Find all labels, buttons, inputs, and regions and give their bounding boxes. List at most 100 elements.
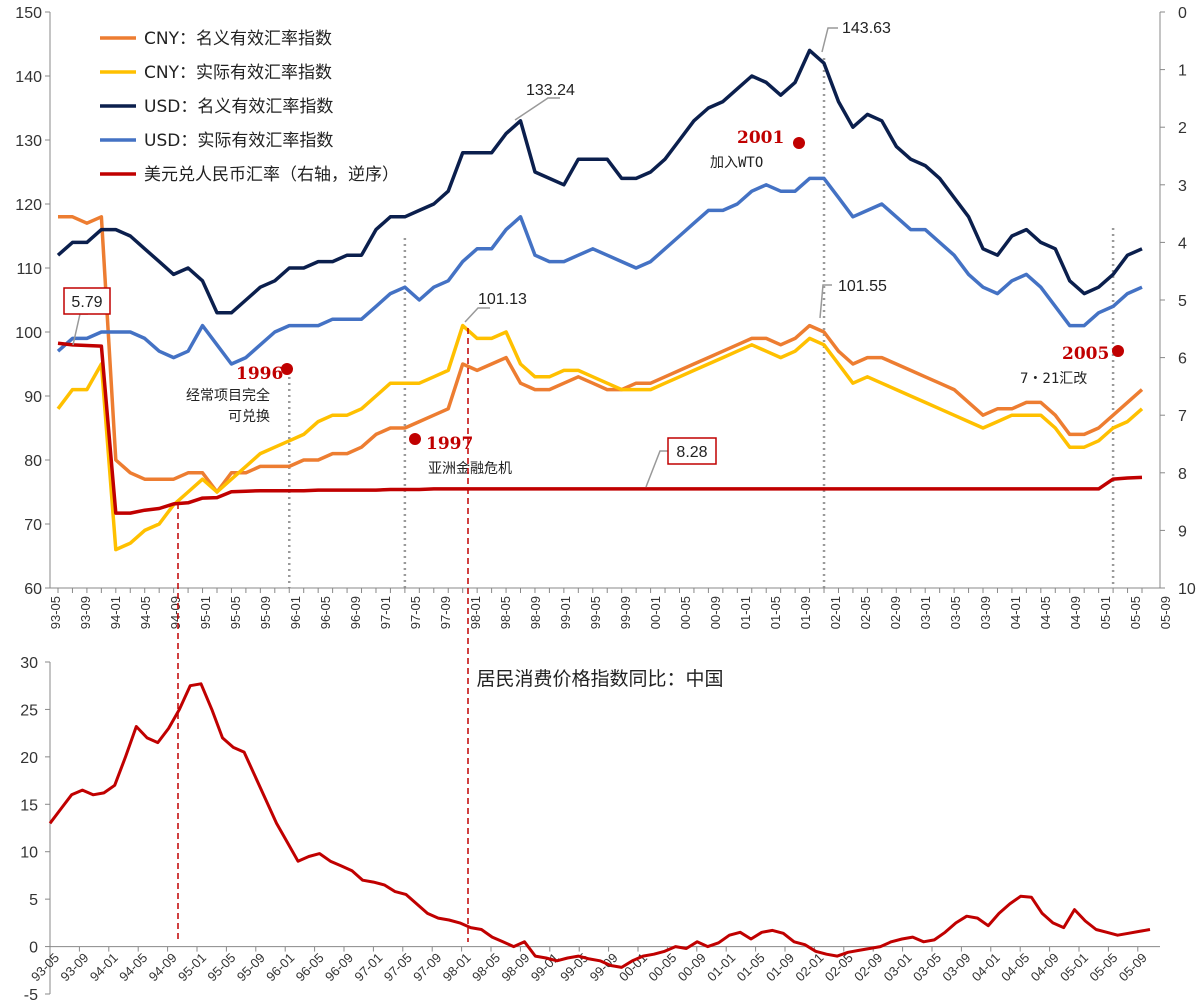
bottom-x-tick-label: 98-05	[469, 950, 503, 984]
series-line-2	[56, 48, 1143, 315]
bottom-x-tick-label: 96-09	[322, 950, 356, 984]
bottom-x-tick-label: 04-05	[998, 950, 1032, 984]
x-tick-label: 99-01	[558, 596, 573, 629]
x-tick-label: 93-05	[48, 596, 63, 629]
right-y-tick-label: 0	[1178, 5, 1187, 22]
bottom-x-tick-label: 01-05	[734, 950, 768, 984]
bottom-x-tick-label: 01-09	[763, 950, 797, 984]
top-panel: 60 70 80 90 100 110 120 130 140 150 0 1 2 3 4 5 6 7 8 9 10 93…	[15, 5, 1196, 629]
bottom-x-tick-label: 02-09	[851, 950, 885, 984]
left-y-tick-label: 120	[15, 197, 42, 214]
event-note: 经常项目完全	[186, 387, 270, 404]
x-tick-label: 96-09	[348, 596, 363, 629]
bottom-x-tick-label: 96-05	[293, 950, 327, 984]
legend-label-4: 美元兑人民币汇率（右轴，逆序）	[144, 165, 399, 185]
x-tick-label: 01-05	[768, 596, 783, 629]
callout-label: 133.24	[526, 82, 575, 99]
series-line-3	[56, 176, 1143, 366]
bottom-x-tick-label: 98-09	[498, 950, 532, 984]
left-y-tick-label: 60	[24, 581, 42, 598]
right-y-tick-label: 3	[1178, 178, 1187, 195]
bottom-x-tick-label: 97-01	[351, 950, 385, 984]
bottom-x-tick-label: 97-05	[381, 950, 415, 984]
x-tick-label: 02-09	[888, 596, 903, 629]
callout-leader	[645, 450, 668, 488]
bottom-y-tick-label: -5	[24, 987, 38, 1004]
x-tick-label: 93-09	[78, 596, 93, 629]
x-tick-label: 95-05	[228, 596, 243, 629]
x-tick-label: 00-01	[648, 596, 663, 629]
event-year-label: 2001	[737, 128, 784, 148]
x-tick-label: 05-09	[1158, 596, 1173, 629]
x-tick-label: 94-09	[168, 596, 183, 629]
x-tick-label: 97-09	[438, 596, 453, 629]
left-y-tick-label: 90	[24, 389, 42, 406]
callout-label: 8.28	[676, 444, 707, 461]
bottom-x-tick-label: 04-09	[1028, 950, 1062, 984]
event-guide-lines	[288, 58, 1115, 588]
callout-leader	[72, 313, 88, 346]
right-y-tick-label: 4	[1178, 235, 1187, 252]
bottom-x-tick-label: 98-01	[440, 950, 474, 984]
callout-label: 143.63	[842, 20, 891, 37]
bottom-chart-title: 居民消费价格指数同比：中国	[476, 668, 723, 690]
x-tick-label: 03-09	[978, 596, 993, 629]
crisis-marker-lines	[177, 328, 469, 942]
legend-label-3: USD：实际有效汇率指数	[144, 131, 333, 151]
legend-label-2: USD：名义有效汇率指数	[144, 97, 333, 117]
legend-label-1: CNY：实际有效汇率指数	[144, 63, 332, 83]
right-y-tick-label: 9	[1178, 523, 1187, 540]
x-tick-label: 01-01	[738, 596, 753, 629]
bottom-x-tick-label: 97-09	[410, 950, 444, 984]
right-y-tick-label: 5	[1178, 293, 1187, 310]
cpi-series-line	[48, 682, 1151, 969]
callout-label: 5.79	[71, 294, 102, 311]
left-y-tick-label: 110	[16, 261, 42, 278]
bottom-x-tick-label: 03-09	[939, 950, 973, 984]
bottom-y-tick-label: 10	[20, 845, 38, 862]
x-tick-label: 98-09	[528, 596, 543, 629]
right-y-tick-label: 6	[1178, 351, 1187, 368]
bottom-x-tick-label: 94-01	[87, 950, 121, 984]
x-tick-label: 97-05	[408, 596, 423, 629]
x-tick-label: 95-09	[258, 596, 273, 629]
right-y-tick-label: 2	[1178, 120, 1187, 137]
x-tick-label: 02-05	[858, 596, 873, 629]
bottom-x-tick-label: 99-05	[557, 950, 591, 984]
bottom-x-tick-label: 02-01	[792, 950, 826, 984]
series-line-4	[57, 341, 1143, 515]
event-year-label: 2005	[1062, 344, 1109, 364]
top-series-lines	[56, 48, 1144, 552]
x-tick-label: 03-01	[918, 596, 933, 629]
legend-label-0: CNY：名义有效汇率指数	[144, 29, 332, 49]
x-tick-label: 02-01	[828, 596, 843, 629]
bottom-y-tick-label: 25	[20, 702, 38, 719]
bottom-x-tick-label: 95-05	[204, 950, 238, 984]
event-note: 加入WTO	[710, 155, 763, 171]
bottom-series-line	[48, 682, 1151, 969]
x-tick-label: 94-01	[108, 596, 123, 629]
bottom-x-tick-label: 03-05	[910, 950, 944, 984]
event-year-label: 1996	[236, 364, 283, 384]
bottom-x-tick-label: 00-09	[675, 950, 709, 984]
x-tick-label: 95-01	[198, 596, 213, 629]
x-tick-label: 98-01	[468, 596, 483, 629]
bottom-x-tick-label: 01-01	[704, 950, 738, 984]
event-note: 亚洲金融危机	[428, 461, 512, 477]
event-note: 7・21汇改	[1020, 371, 1087, 387]
x-tick-label: 96-01	[288, 596, 303, 629]
bottom-y-tick-label: 30	[20, 655, 38, 672]
right-y-tick-label: 10	[1178, 581, 1196, 598]
event-marker	[793, 137, 805, 149]
x-tick-label: 98-05	[498, 596, 513, 629]
right-y-tick-label: 8	[1178, 466, 1187, 483]
x-tick-label: 04-05	[1038, 596, 1053, 629]
event-year-label: 1997	[426, 434, 473, 454]
bottom-x-tick-label: 95-01	[175, 950, 209, 984]
x-tick-label: 99-09	[618, 596, 633, 629]
right-y-tick-label: 1	[1178, 63, 1187, 80]
callout-leader	[821, 27, 838, 53]
left-y-tick-label: 100	[15, 325, 42, 342]
bottom-axes: -505101520253093-0593-0994-0194-0594-099…	[20, 655, 1160, 1004]
